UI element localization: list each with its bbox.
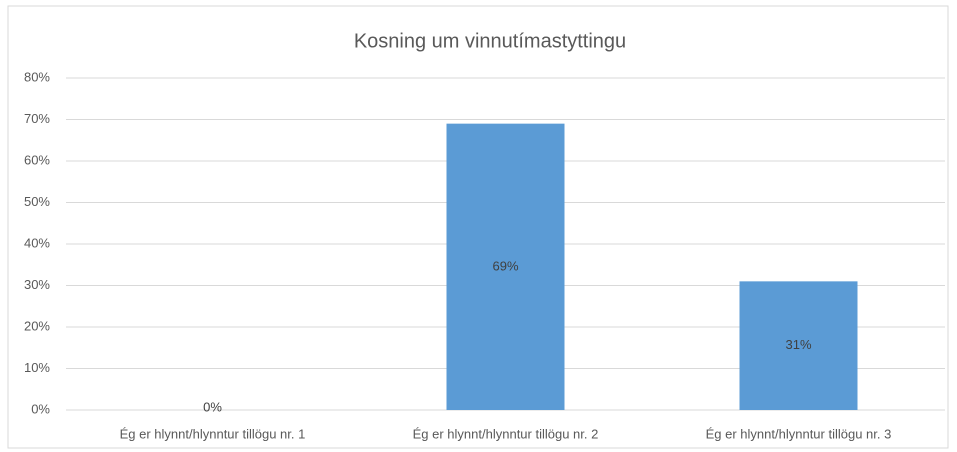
y-tick-label: 70% [24, 111, 50, 126]
y-tick-label: 0% [31, 401, 50, 416]
x-tick-label: Ég er hlynnt/hlynntur tillögu nr. 2 [413, 426, 599, 441]
y-tick-label: 30% [24, 277, 50, 292]
y-tick-label: 80% [24, 69, 50, 84]
y-tick-label: 10% [24, 360, 50, 375]
x-tick-label: Ég er hlynnt/hlynntur tillögu nr. 1 [120, 426, 306, 441]
data-label: 69% [492, 258, 518, 273]
chart-title: Kosning um vinnutímastyttingu [354, 30, 626, 52]
bar [446, 123, 565, 411]
y-tick-label: 20% [24, 318, 50, 333]
y-tick-label: 60% [24, 152, 50, 167]
y-tick-label: 50% [24, 194, 50, 209]
data-label: 0% [203, 399, 222, 414]
bar [739, 281, 858, 410]
x-tick-label: Ég er hlynnt/hlynntur tillögu nr. 3 [706, 426, 892, 441]
y-tick-label: 40% [24, 235, 50, 250]
data-label: 31% [785, 337, 811, 352]
